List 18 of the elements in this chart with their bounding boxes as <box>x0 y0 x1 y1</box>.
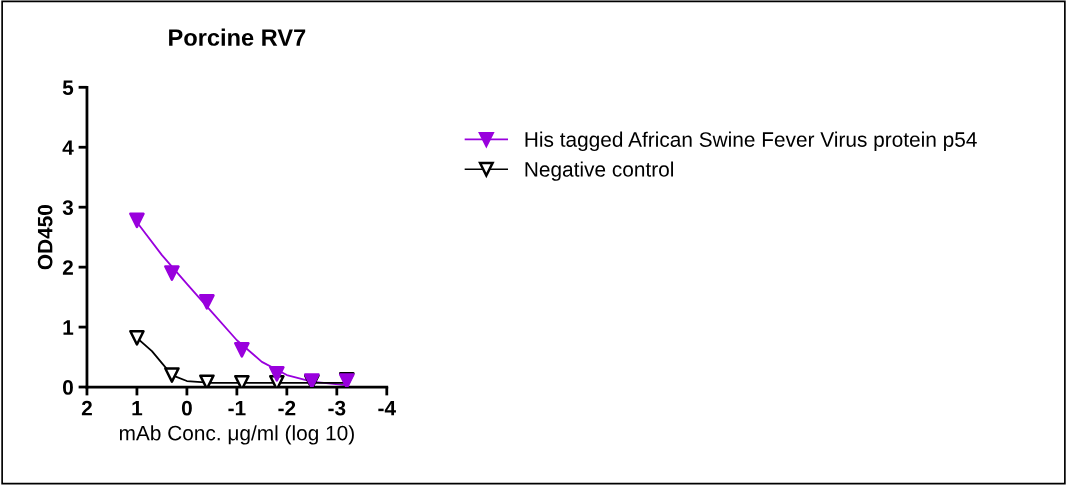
y-tick-label: 1 <box>63 320 74 335</box>
x-axis-title: mAb Conc. μg/ml (log 10) <box>119 425 354 445</box>
x-tick-label: -2 <box>278 400 296 416</box>
y-tick-label: 4 <box>62 140 74 155</box>
y-tick-label: 3 <box>62 200 74 215</box>
x-tick-label: 0 <box>181 400 192 416</box>
legend-label: His tagged African Swine Fever Virus protein p54 <box>525 131 977 152</box>
x-tick-label: -3 <box>328 400 346 416</box>
x-tick-label: 1 <box>132 400 143 416</box>
x-tick-label: 2 <box>81 400 92 416</box>
y-tick-label: 5 <box>62 80 74 96</box>
chart-title: Porcine RV7 <box>169 28 306 46</box>
x-tick-label: -4 <box>378 400 396 416</box>
legend-label: Negative control <box>525 161 673 181</box>
x-tick-label: -1 <box>228 400 246 416</box>
y-axis-title: OD450 <box>37 205 53 270</box>
y-tick-label: 0 <box>63 380 73 395</box>
y-tick-label: 2 <box>62 260 73 275</box>
